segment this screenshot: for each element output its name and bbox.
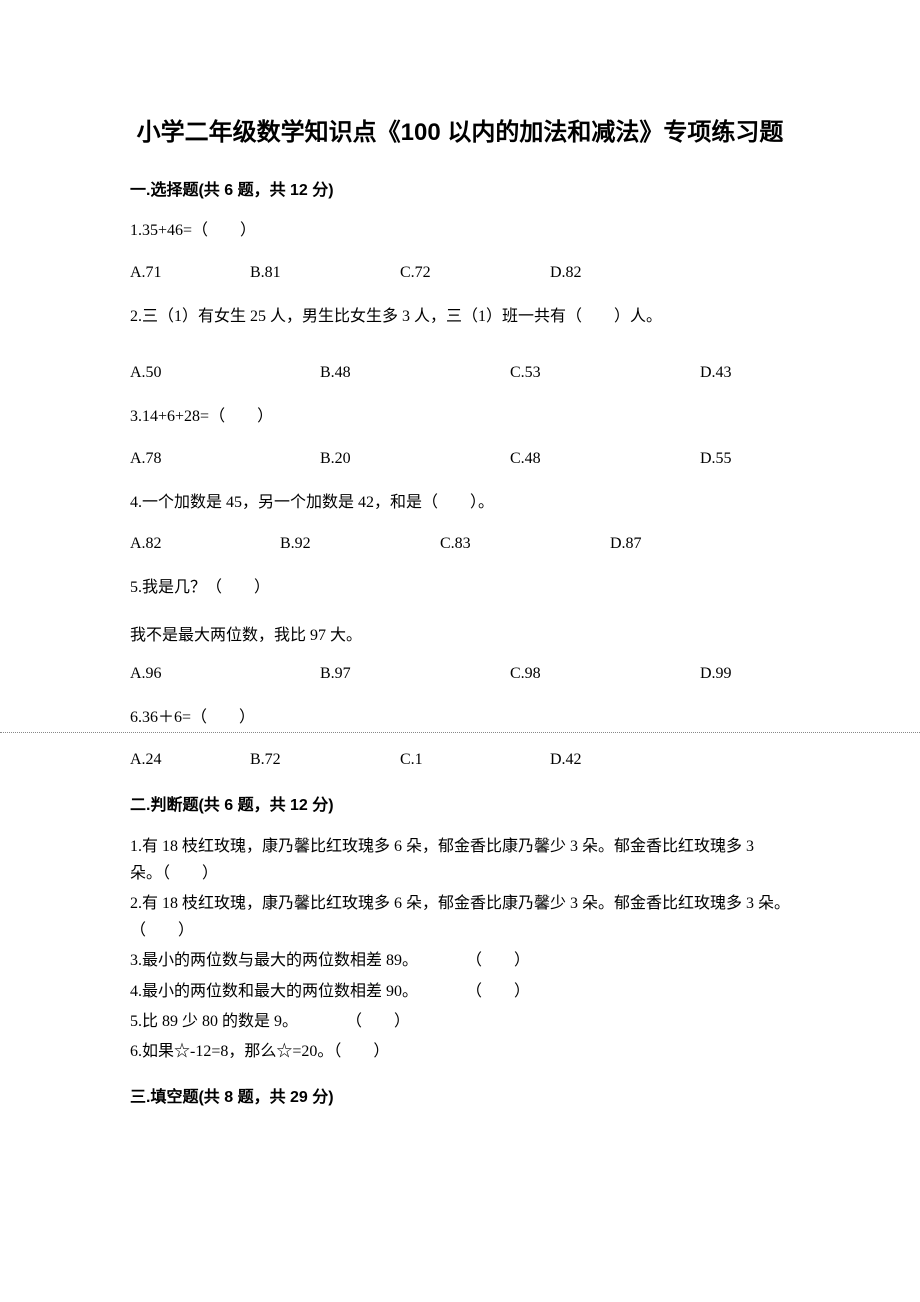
q2-opt-a: A.50: [130, 364, 320, 382]
q2-options: A.50 B.48 C.53 D.43: [130, 364, 790, 382]
q1-opt-c: C.72: [400, 264, 550, 282]
q6-opt-b: B.72: [250, 751, 400, 769]
q3-options: A.78 B.20 C.48 D.55: [130, 450, 790, 468]
q4-opt-a: A.82: [130, 535, 280, 553]
q2-opt-d: D.43: [700, 364, 732, 382]
q5-extra: 我不是最大两位数，我比 97 大。: [130, 621, 790, 645]
q2-opt-b: B.48: [320, 364, 510, 382]
section-3-header: 三.填空题(共 8 题，共 29 分): [130, 1083, 790, 1107]
q4-opt-b: B.92: [280, 535, 440, 553]
q4-opt-d: D.87: [610, 535, 642, 553]
q3-stem: 3.14+6+28=（ ）: [130, 404, 790, 430]
q1-options: A.71 B.81 C.72 D.82: [130, 264, 790, 282]
s2-q2: 2.有 18 枝红玫瑰，康乃馨比红玫瑰多 6 朵，郁金香比康乃馨少 3 朵。郁金…: [130, 890, 790, 944]
q3-opt-b: B.20: [320, 450, 510, 468]
q5-opt-d: D.99: [700, 665, 732, 683]
q5-opt-b: B.97: [320, 665, 510, 683]
q1-stem: 1.35+46=（ ）: [130, 218, 790, 244]
q2-opt-c: C.53: [510, 364, 700, 382]
section-2-header: 二.判断题(共 6 题，共 12 分): [130, 791, 790, 815]
worksheet-title: 小学二年级数学知识点《100 以内的加法和减法》专项练习题: [130, 115, 790, 151]
q5-opt-c: C.98: [510, 665, 700, 683]
q3-opt-a: A.78: [130, 450, 320, 468]
s2-q4: 4.最小的两位数和最大的两位数相差 90。 （ ）: [130, 978, 790, 1005]
q6-options: A.24 B.72 C.1 D.42: [130, 751, 790, 769]
s2-q6: 6.如果☆-12=8，那么☆=20。（ ）: [130, 1038, 790, 1065]
q6-opt-c: C.1: [400, 751, 550, 769]
q1-opt-a: A.71: [130, 264, 250, 282]
q1-opt-d: D.82: [550, 264, 582, 282]
q4-stem: 4.一个加数是 45，另一个加数是 42，和是（ ）。: [130, 490, 790, 516]
q6-opt-d: D.42: [550, 751, 582, 769]
q2-stem: 2.三（1）有女生 25 人，男生比女生多 3 人，三（1）班一共有（ ）人。: [130, 304, 790, 330]
q6-opt-a: A.24: [130, 751, 250, 769]
s2-q3: 3.最小的两位数与最大的两位数相差 89。 （ ）: [130, 947, 790, 974]
q1-opt-b: B.81: [250, 264, 400, 282]
q5-opt-a: A.96: [130, 665, 320, 683]
q4-opt-c: C.83: [440, 535, 610, 553]
q3-opt-d: D.55: [700, 450, 732, 468]
q5-stem: 5.我是几？（ ）: [130, 575, 790, 601]
horizontal-dotted-rule: [0, 732, 920, 733]
section-1-header: 一.选择题(共 6 题，共 12 分): [130, 176, 790, 200]
s2-q1: 1.有 18 枝红玫瑰，康乃馨比红玫瑰多 6 朵，郁金香比康乃馨少 3 朵。郁金…: [130, 833, 790, 887]
q6-stem: 6.36＋6=（ ）: [130, 705, 790, 731]
q4-options: A.82 B.92 C.83 D.87: [130, 535, 790, 553]
q3-opt-c: C.48: [510, 450, 700, 468]
q5-options: A.96 B.97 C.98 D.99: [130, 665, 790, 683]
s2-q5: 5.比 89 少 80 的数是 9。 （ ）: [130, 1008, 790, 1035]
